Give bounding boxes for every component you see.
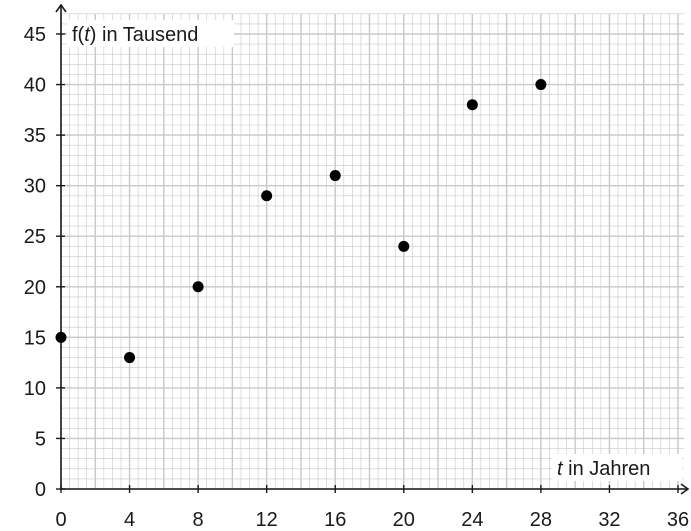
y-tick-label: 45 [24,24,46,46]
y-tick-label: 35 [24,125,46,147]
y-axis-label-prefix: f( [72,24,85,46]
y-tick-label: 0 [35,479,46,501]
data-point [261,190,273,202]
x-tick-label: 8 [193,509,204,531]
y-axis-label-variable: t [84,24,91,46]
tick-marks [56,33,679,493]
x-tick-label: 32 [598,509,620,531]
y-tick-label: 20 [24,277,46,299]
grid [60,13,684,490]
tick-labels: 0 4 8 12 16 20 24 28 32 36 0 5 10 15 20 25 30 35 40 45 [24,24,689,531]
data-point [124,352,136,364]
x-axis-label-background [552,454,682,481]
x-tick-label: 16 [324,509,346,531]
y-axis-arrow [55,3,67,13]
data-point [535,79,547,91]
y-tick-label: 25 [24,226,46,248]
y-tick-label: 15 [24,327,46,349]
x-tick-label: 24 [461,509,483,531]
y-axis-label-background [67,20,234,47]
x-axis-arrow [680,483,690,495]
data-point [192,281,204,293]
x-tick-label: 20 [393,509,415,531]
x-tick-label: 4 [124,509,135,531]
x-tick-label: 0 [55,509,66,531]
x-tick-label: 12 [256,509,278,531]
x-tick-label: 28 [530,509,552,531]
y-axis-label: f(t) in Tausend [72,24,198,46]
y-axis-label-suffix: ) in Tausend [90,24,199,46]
x-axis-label: t in Jahren [557,458,650,480]
x-tick-label: 36 [667,509,689,531]
y-tick-label: 30 [24,176,46,198]
data-point [329,170,341,182]
data-point [466,99,478,111]
y-tick-label: 40 [24,75,46,97]
y-tick-label: 5 [35,428,46,450]
data-point [398,240,410,252]
y-tick-label: 10 [24,378,46,400]
x-axis-label-suffix: in Jahren [563,458,651,480]
data-points [55,79,547,364]
axes [55,3,690,495]
x-axis-label-variable: t [557,458,564,480]
data-point [55,331,67,343]
